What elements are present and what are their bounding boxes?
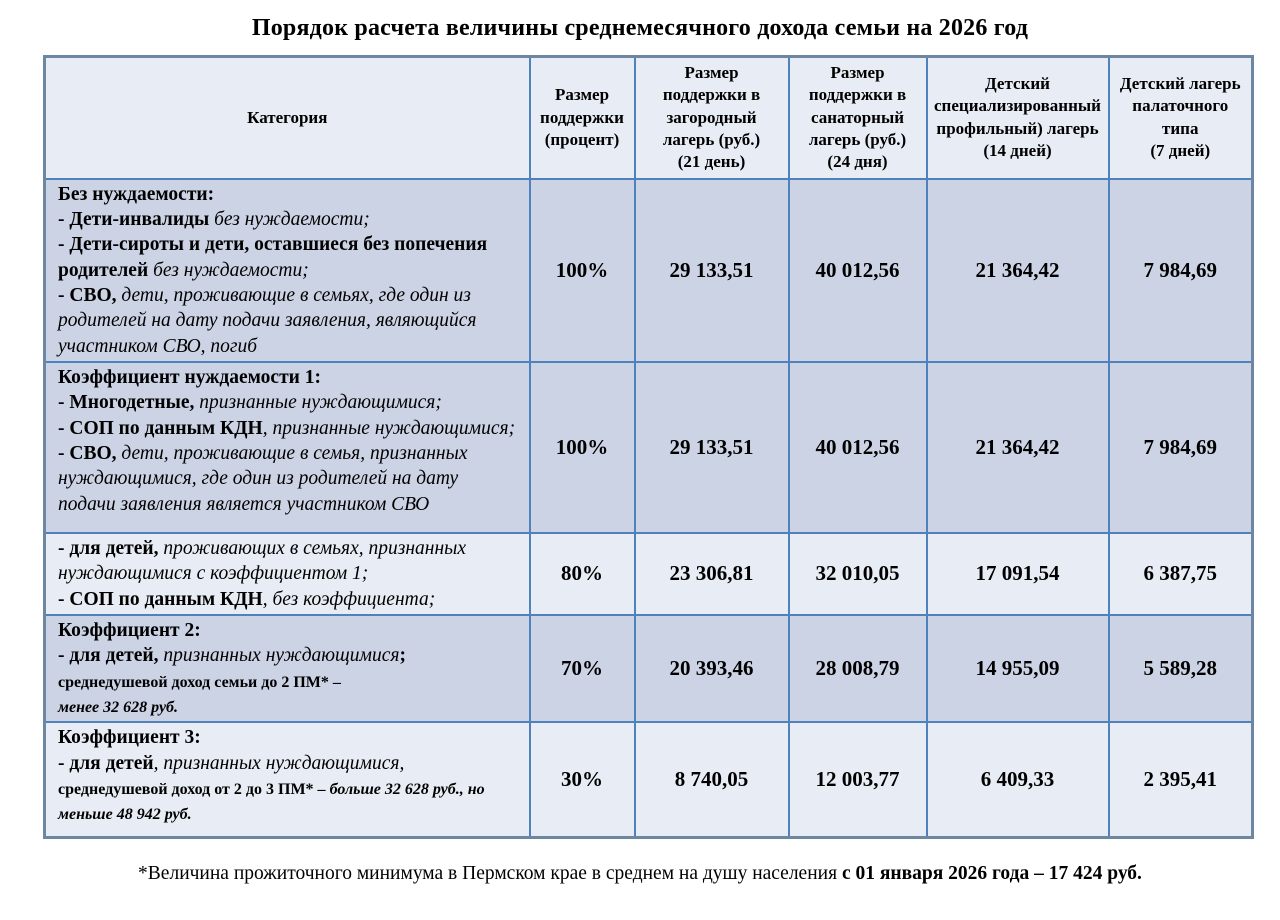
table-row: Коэффициент 2: - для детей, признанных н… <box>43 613 1254 724</box>
table-row: Без нуждаемости: - Дети-инвалиды без нуж… <box>43 177 1254 363</box>
table-body: Без нуждаемости: - Дети-инвалиды без нуж… <box>43 177 1254 839</box>
value-cell: 17 091,54 <box>925 531 1110 616</box>
value-cell: 12 003,77 <box>787 721 928 839</box>
value-cell: 40 012,56 <box>787 177 928 363</box>
value-cell: 7 984,69 <box>1107 360 1254 534</box>
category-text-segment: Без нуждаемости: <box>58 183 215 205</box>
value-cell: 100% <box>528 177 636 363</box>
category-text-segment: больше 32 628 руб., но меньше 48 942 руб… <box>58 781 489 824</box>
category-text-segment: - СОП по данным КДН <box>58 417 263 439</box>
category-text-segment: дети, проживающие в семьях, где один из … <box>58 284 482 357</box>
category-text-segment: , без коэффициента; <box>262 588 436 610</box>
value-cell: 100% <box>528 360 636 534</box>
category-text-segment: признанные нуждающимися; <box>199 392 442 414</box>
category-cell: Без нуждаемости: - Дети-инвалиды без нуж… <box>43 177 531 363</box>
value-cell: 5 589,28 <box>1107 613 1254 724</box>
category-text-segment: дети, проживающие в семья, признанных ну… <box>58 442 473 515</box>
category-text-segment: - СВО, <box>58 284 117 306</box>
value-cell: 20 393,46 <box>633 613 790 724</box>
header-support-percent: Размер поддержки (процент) <box>528 55 636 180</box>
category-text-segment: без нуждаемости; <box>214 208 370 230</box>
footnote-bold-text: с 01 января 2026 года – 17 424 руб. <box>841 862 1142 884</box>
category-text-segment: - СОП по данным КДН <box>58 588 263 610</box>
category-text-segment: проживающих в семьях, признанных нуждающ… <box>58 537 471 585</box>
value-cell: 21 364,42 <box>925 360 1110 534</box>
value-cell: 28 008,79 <box>787 613 928 724</box>
category-text-segment: Коэффициент нуждаемости 1: <box>58 366 322 388</box>
category-text-segment: ; <box>399 645 406 667</box>
category-text-segment: - Дети-инвалиды <box>58 208 210 230</box>
category-cell: Коэффициент нуждаемости 1: - Многодетные… <box>43 360 531 534</box>
value-cell: 6 387,75 <box>1107 531 1254 616</box>
value-cell: 2 395,41 <box>1107 721 1254 839</box>
table-row: Коэффициент нуждаемости 1: - Многодетные… <box>43 360 1254 534</box>
header-country-camp: Размер поддержки в загородный лагерь (ру… <box>633 55 790 180</box>
value-cell: 80% <box>528 531 636 616</box>
footnote-text: *Величина прожиточного минимума в Пермск… <box>138 862 842 884</box>
category-cell: Коэффициент 2: - для детей, признанных н… <box>43 613 531 724</box>
category-text-segment: - Многодетные, <box>58 392 195 414</box>
category-text-segment: - для детей <box>58 752 154 774</box>
category-text-segment: менее 32 628 руб. <box>58 698 179 716</box>
category-text-segment: признанных нуждающимися <box>163 645 400 667</box>
value-cell: 8 740,05 <box>633 721 790 839</box>
category-text-segment: Коэффициент 2: <box>58 619 201 641</box>
category-cell: - для детей, проживающих в семьях, призн… <box>43 531 531 616</box>
table-row: Коэффициент 3: - для детей, признанных н… <box>43 721 1254 839</box>
category-text-segment: - для детей, <box>58 645 159 667</box>
header-sanatorium-camp: Размер поддержки в санаторный лагерь (ру… <box>787 55 928 180</box>
category-text-segment: Коэффициент 3: <box>58 727 201 749</box>
header-specialized-camp: Детский специализированный профильный) л… <box>925 55 1110 180</box>
value-cell: 32 010,05 <box>787 531 928 616</box>
category-text-segment: среднедушевой доход от 2 до 3 ПМ* – <box>58 781 326 798</box>
category-text-segment: - для детей, <box>58 537 164 559</box>
income-table: Категория Размер поддержки (процент) Раз… <box>43 55 1254 839</box>
category-text-segment: - Дети-сироты и дети, оставшиеся без поп… <box>58 234 488 281</box>
value-cell: 6 409,33 <box>925 721 1110 839</box>
value-cell: 29 133,51 <box>633 177 790 363</box>
footnote: *Величина прожиточного минимума в Пермск… <box>0 863 1280 885</box>
category-text-segment: - СВО, <box>58 442 117 464</box>
table-header: Категория Размер поддержки (процент) Раз… <box>43 55 1254 180</box>
value-cell: 7 984,69 <box>1107 177 1254 363</box>
value-cell: 40 012,56 <box>787 360 928 534</box>
header-category: Категория <box>43 55 531 180</box>
value-cell: 23 306,81 <box>633 531 790 616</box>
table-row: - для детей, проживающих в семьях, призн… <box>43 531 1254 616</box>
value-cell: 29 133,51 <box>633 360 790 534</box>
category-text-segment: без нуждаемости; <box>153 259 309 281</box>
page-title: Порядок расчета величины среднемесячного… <box>251 15 1029 41</box>
category-text-segment: , признанных нуждающимися, <box>153 752 405 774</box>
value-cell: 21 364,42 <box>925 177 1110 363</box>
category-text-segment: , признанные нуждающимися; <box>262 417 516 439</box>
category-cell: Коэффициент 3: - для детей, признанных н… <box>43 721 531 839</box>
value-cell: 70% <box>528 613 636 724</box>
header-tent-camp: Детский лагерь палаточного типа (7 дней) <box>1107 55 1254 180</box>
value-cell: 30% <box>528 721 636 839</box>
category-text-segment: среднедушевой доход семьи до 2 ПМ* – <box>58 673 341 691</box>
header-row: Категория Размер поддержки (процент) Раз… <box>43 55 1254 180</box>
value-cell: 14 955,09 <box>925 613 1110 724</box>
